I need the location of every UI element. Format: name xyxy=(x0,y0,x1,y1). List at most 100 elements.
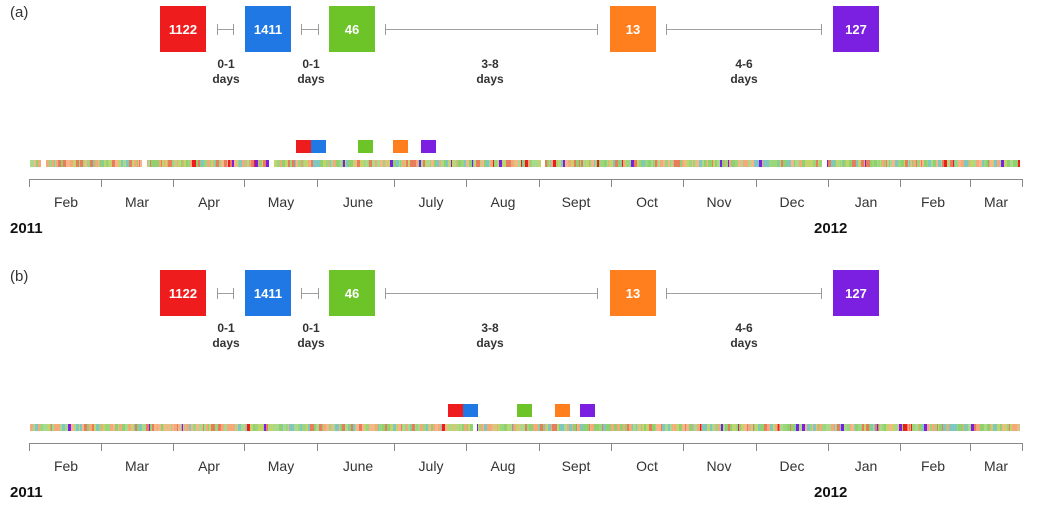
interval-range: 0-1 xyxy=(302,57,320,71)
year-label: 2011 xyxy=(10,220,43,237)
event-marker-blue xyxy=(311,140,326,153)
timeline-axis xyxy=(29,179,1023,187)
month-label: Feb xyxy=(920,194,946,210)
month-label: Feb xyxy=(53,194,79,210)
interval-unit: days xyxy=(297,72,325,86)
interval-connector xyxy=(217,24,234,35)
interval-range: 4-6 xyxy=(735,321,753,335)
axis-tick xyxy=(466,444,467,451)
month-label: May xyxy=(267,194,295,210)
event-box-1411: 1411 xyxy=(245,6,291,52)
month-label: July xyxy=(418,458,444,474)
month-label: July xyxy=(418,194,444,210)
month-label: May xyxy=(267,458,295,474)
event-marker-green xyxy=(358,140,373,153)
interval-connector xyxy=(666,24,822,35)
month-label: Oct xyxy=(636,458,658,474)
year-label: 2012 xyxy=(814,220,848,237)
month-label: Feb xyxy=(920,458,946,474)
interval-label: 3-8 days xyxy=(464,321,516,351)
axis-tick xyxy=(900,180,901,187)
axis-tick xyxy=(394,180,395,187)
event-box-127: 127 xyxy=(833,6,879,52)
axis-tick xyxy=(317,444,318,451)
axis-tick xyxy=(970,180,971,187)
month-label: Oct xyxy=(636,194,658,210)
event-box-1122: 1122 xyxy=(160,6,206,52)
axis-tick xyxy=(756,180,757,187)
interval-connector xyxy=(666,288,822,299)
event-marker-orange xyxy=(393,140,408,153)
month-label: Sept xyxy=(561,458,591,474)
panel-label: (a) xyxy=(10,4,29,21)
axis-tick xyxy=(173,444,174,451)
activity-band-stripes xyxy=(30,160,1020,167)
interval-label: 0-1 days xyxy=(200,57,252,87)
event-marker-red xyxy=(448,404,463,417)
interval-connector xyxy=(301,24,319,35)
month-label: Sept xyxy=(561,194,591,210)
axis-tick xyxy=(683,444,684,451)
timeline-axis xyxy=(29,443,1023,451)
axis-tick xyxy=(611,180,612,187)
event-box-1411: 1411 xyxy=(245,270,291,316)
activity-band xyxy=(30,157,1020,167)
interval-label: 0-1 days xyxy=(285,57,337,87)
axis-tick xyxy=(244,180,245,187)
month-label: Dec xyxy=(779,458,805,474)
month-label: Apr xyxy=(198,194,220,210)
interval-label: 3-8 days xyxy=(464,57,516,87)
interval-range: 3-8 xyxy=(481,57,499,71)
axis-tick xyxy=(970,444,971,451)
interval-label: 4-6 days xyxy=(718,57,770,87)
interval-unit: days xyxy=(476,72,504,86)
axis-tick xyxy=(466,180,467,187)
axis-tick xyxy=(29,180,30,187)
year-label: 2011 xyxy=(10,484,43,501)
axis-tick xyxy=(828,444,829,451)
event-marker-red xyxy=(296,140,311,153)
month-label: Mar xyxy=(124,458,150,474)
event-box-13: 13 xyxy=(610,270,656,316)
axis-tick xyxy=(900,444,901,451)
month-label: Nov xyxy=(706,458,732,474)
axis-tick xyxy=(244,444,245,451)
interval-label: 0-1 days xyxy=(285,321,337,351)
month-label: Mar xyxy=(983,194,1009,210)
interval-connector xyxy=(301,288,319,299)
event-marker-purple xyxy=(421,140,436,153)
axis-tick xyxy=(1022,180,1023,187)
axis-tick xyxy=(317,180,318,187)
interval-label: 4-6 days xyxy=(718,321,770,351)
interval-unit: days xyxy=(212,72,240,86)
month-label: Nov xyxy=(706,194,732,210)
event-box-127: 127 xyxy=(833,270,879,316)
axis-tick xyxy=(611,444,612,451)
interval-connector xyxy=(217,288,234,299)
interval-label: 0-1 days xyxy=(200,321,252,351)
interval-connector xyxy=(385,288,598,299)
axis-tick xyxy=(1022,444,1023,451)
axis-tick xyxy=(828,180,829,187)
month-label: Mar xyxy=(983,458,1009,474)
axis-tick xyxy=(683,180,684,187)
interval-range: 3-8 xyxy=(481,321,499,335)
month-label: Aug xyxy=(490,458,516,474)
month-label: June xyxy=(342,194,374,210)
activity-band-stripes xyxy=(30,424,1020,431)
activity-band xyxy=(30,421,1020,431)
interval-unit: days xyxy=(730,336,758,350)
axis-tick xyxy=(101,180,102,187)
axis-tick xyxy=(539,180,540,187)
axis-tick xyxy=(756,444,757,451)
interval-unit: days xyxy=(297,336,325,350)
interval-range: 0-1 xyxy=(217,57,235,71)
month-label: June xyxy=(342,458,374,474)
event-box-46: 46 xyxy=(329,6,375,52)
month-label: Dec xyxy=(779,194,805,210)
interval-unit: days xyxy=(476,336,504,350)
event-marker-purple xyxy=(580,404,595,417)
event-marker-blue xyxy=(463,404,478,417)
month-label: Feb xyxy=(53,458,79,474)
month-label: Mar xyxy=(124,194,150,210)
